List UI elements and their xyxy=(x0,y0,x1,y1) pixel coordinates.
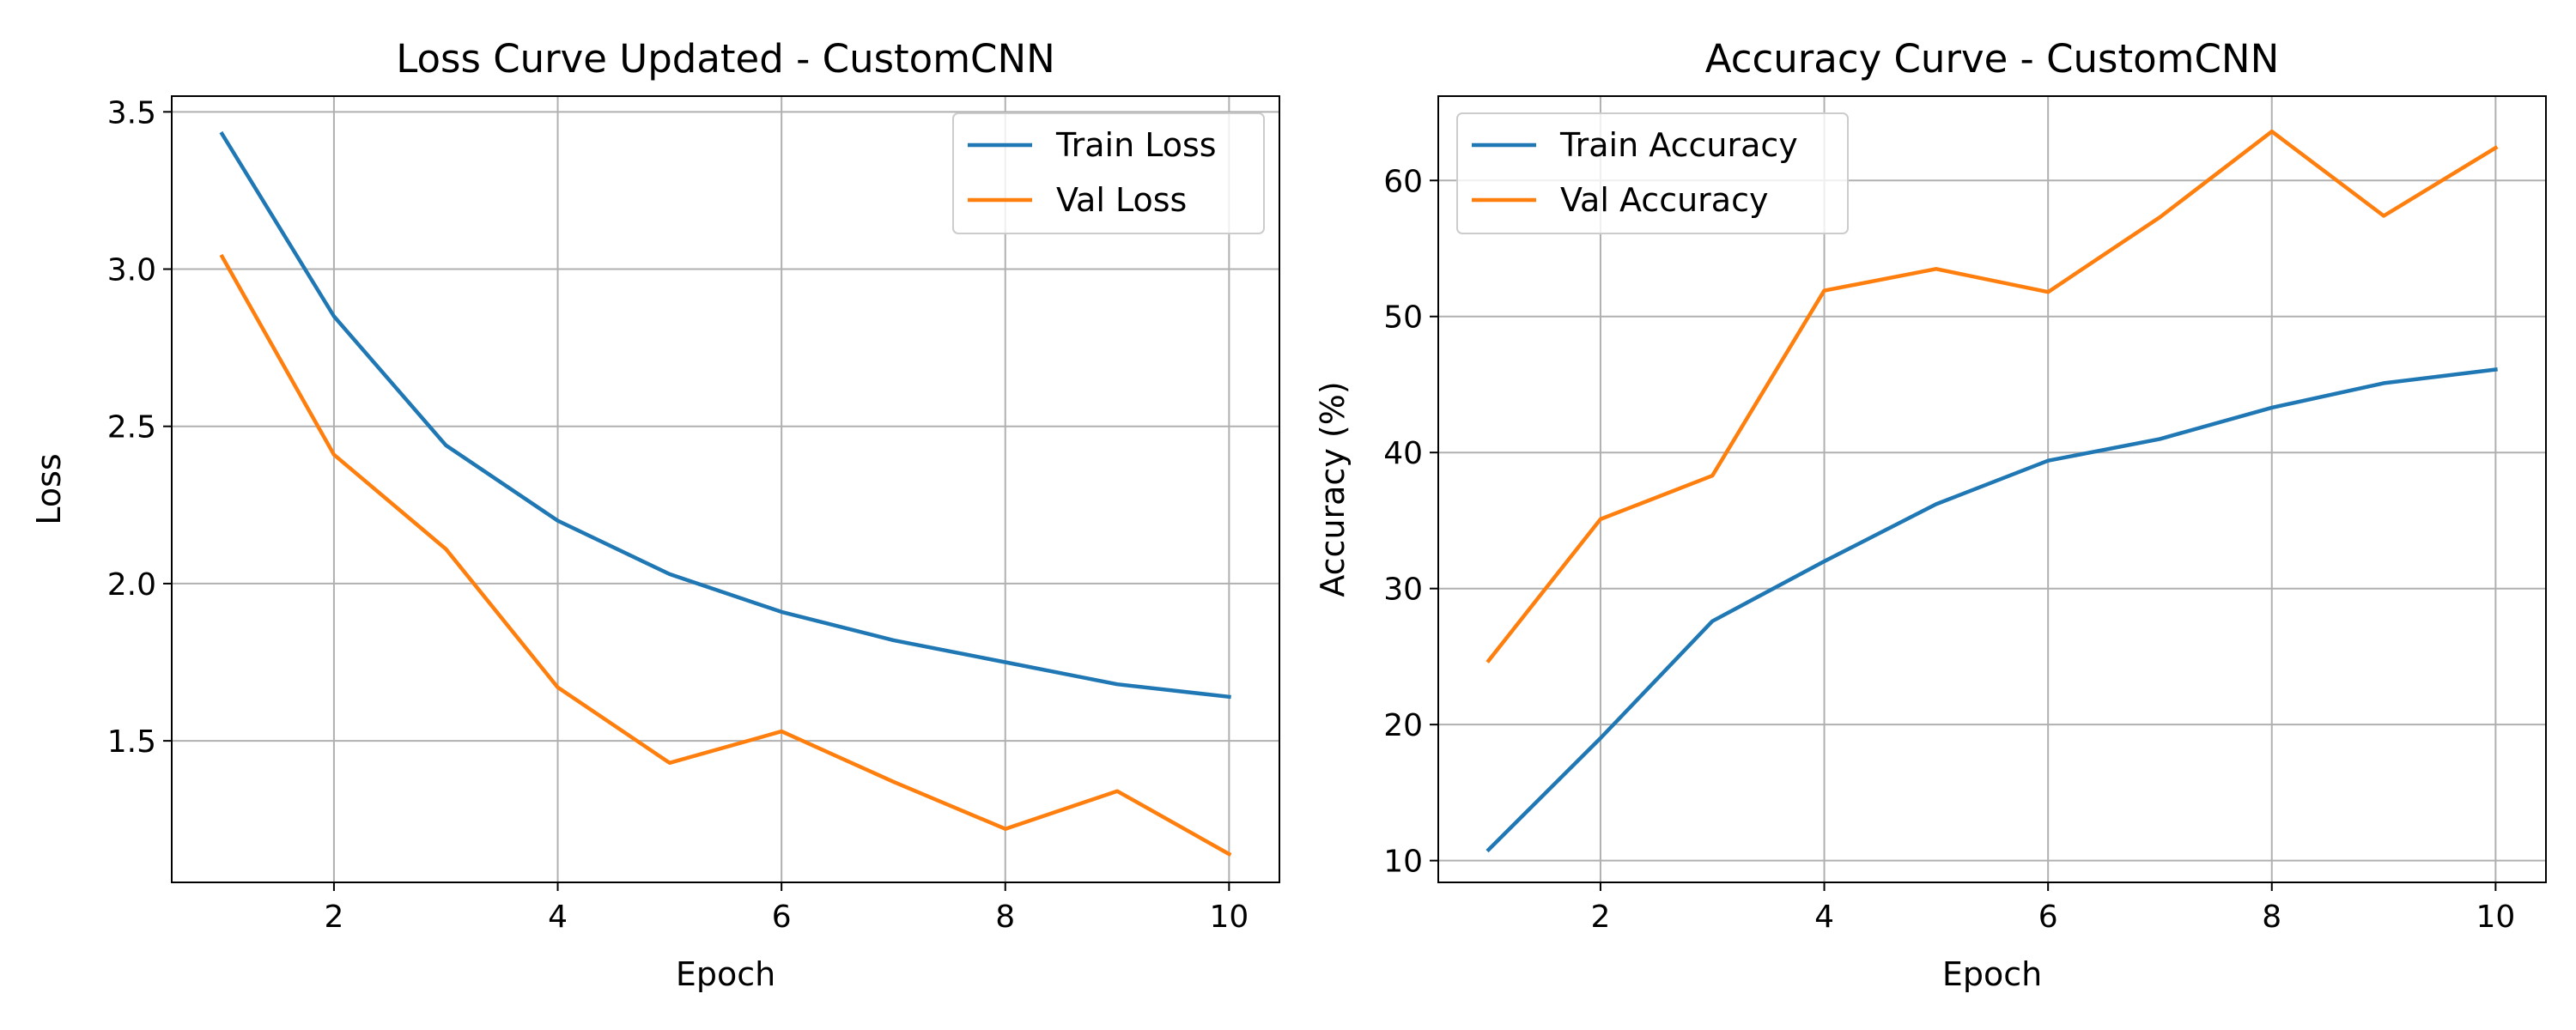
y-tick-label: 50 xyxy=(1383,300,1423,336)
chart-title: Loss Curve Updated - CustomCNN xyxy=(396,36,1055,82)
x-tick-label: 4 xyxy=(1814,900,1834,935)
y-axis-label: Loss xyxy=(30,453,68,524)
series-line-val-loss xyxy=(219,253,1232,857)
legend-frame xyxy=(1456,112,1849,234)
legend-label-train-accuracy: Train Accuracy xyxy=(1559,126,1798,164)
x-tick-label: 8 xyxy=(995,900,1015,935)
x-tick-label: 2 xyxy=(1590,900,1610,935)
x-tick-label: 10 xyxy=(1209,900,1249,935)
y-tick-label: 3.0 xyxy=(107,253,156,288)
series-line-val-accuracy xyxy=(1485,129,2499,663)
x-axis-label: Epoch xyxy=(1942,955,2042,993)
x-tick-label: 8 xyxy=(2262,900,2281,935)
x-tick-label: 6 xyxy=(2038,900,2058,935)
y-tick-label: 10 xyxy=(1383,845,1423,880)
legend: Train Accuracy Val Accuracy xyxy=(1456,112,1849,234)
legend-label-val-loss: Val Loss xyxy=(1056,181,1187,219)
x-tick-label: 4 xyxy=(548,900,568,935)
loss-chart: 2 4 6 8 10 1.5 2.0 2.5 3.0 3.5 Loss Curve Updated … xyxy=(30,36,1280,993)
y-tick-label: 20 xyxy=(1383,708,1423,743)
series-line-train-accuracy xyxy=(1485,367,2498,853)
x-axis-label: Epoch xyxy=(676,955,775,993)
plot-frame xyxy=(1437,95,2547,883)
y-tick-label: 1.5 xyxy=(107,724,156,760)
legend-label-train-loss: Train Loss xyxy=(1055,126,1217,164)
legend: Train Loss Val Loss xyxy=(952,112,1265,234)
x-tick-label: 6 xyxy=(772,900,792,935)
y-tick-label: 60 xyxy=(1383,164,1423,199)
x-tick-label: 10 xyxy=(2476,900,2515,935)
x-tick-label: 2 xyxy=(324,900,343,935)
y-tick-label: 2.0 xyxy=(107,567,156,603)
series-line-train-loss xyxy=(219,130,1231,700)
accuracy-chart: 2 4 6 8 10 10 20 30 40 50 60 Accuracy Curve - Custo… xyxy=(1314,36,2547,993)
y-tick-label: 3.5 xyxy=(107,95,156,130)
y-tick-label: 30 xyxy=(1383,573,1423,608)
legend-label-val-accuracy: Val Accuracy xyxy=(1560,181,1768,219)
y-axis-label: Accuracy (%) xyxy=(1314,381,1352,597)
y-tick-label: 40 xyxy=(1383,436,1423,471)
plot-frame xyxy=(171,95,1280,883)
y-tick-label: 2.5 xyxy=(107,410,156,445)
chart-title: Accuracy Curve - CustomCNN xyxy=(1705,36,2280,82)
